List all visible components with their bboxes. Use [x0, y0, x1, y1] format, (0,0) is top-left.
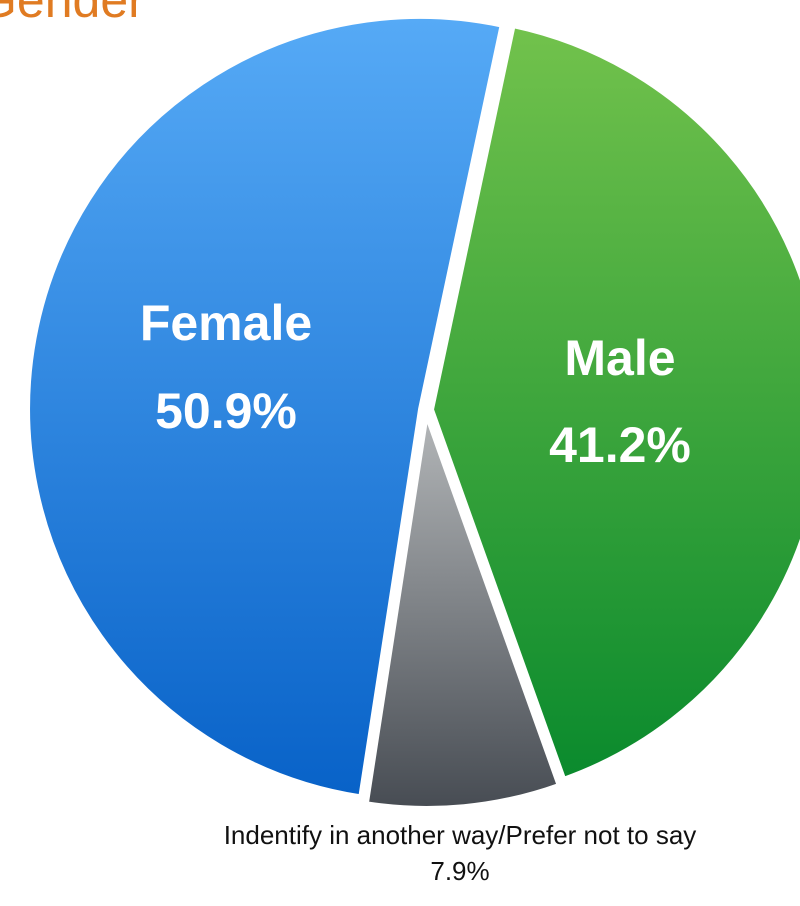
slice-label: Female [140, 295, 312, 351]
pie-slice [26, 14, 504, 799]
pie-slice [364, 413, 561, 810]
slice-label: Indentify in another way/Prefer not to s… [224, 820, 697, 850]
chart-title: Gender [0, 0, 145, 28]
value-label: 7.9% [430, 856, 489, 886]
pie-slice [429, 24, 800, 781]
value-label: 41.2% [549, 417, 691, 473]
slice-label: Male [564, 330, 675, 386]
value-label: 50.9% [155, 383, 297, 439]
